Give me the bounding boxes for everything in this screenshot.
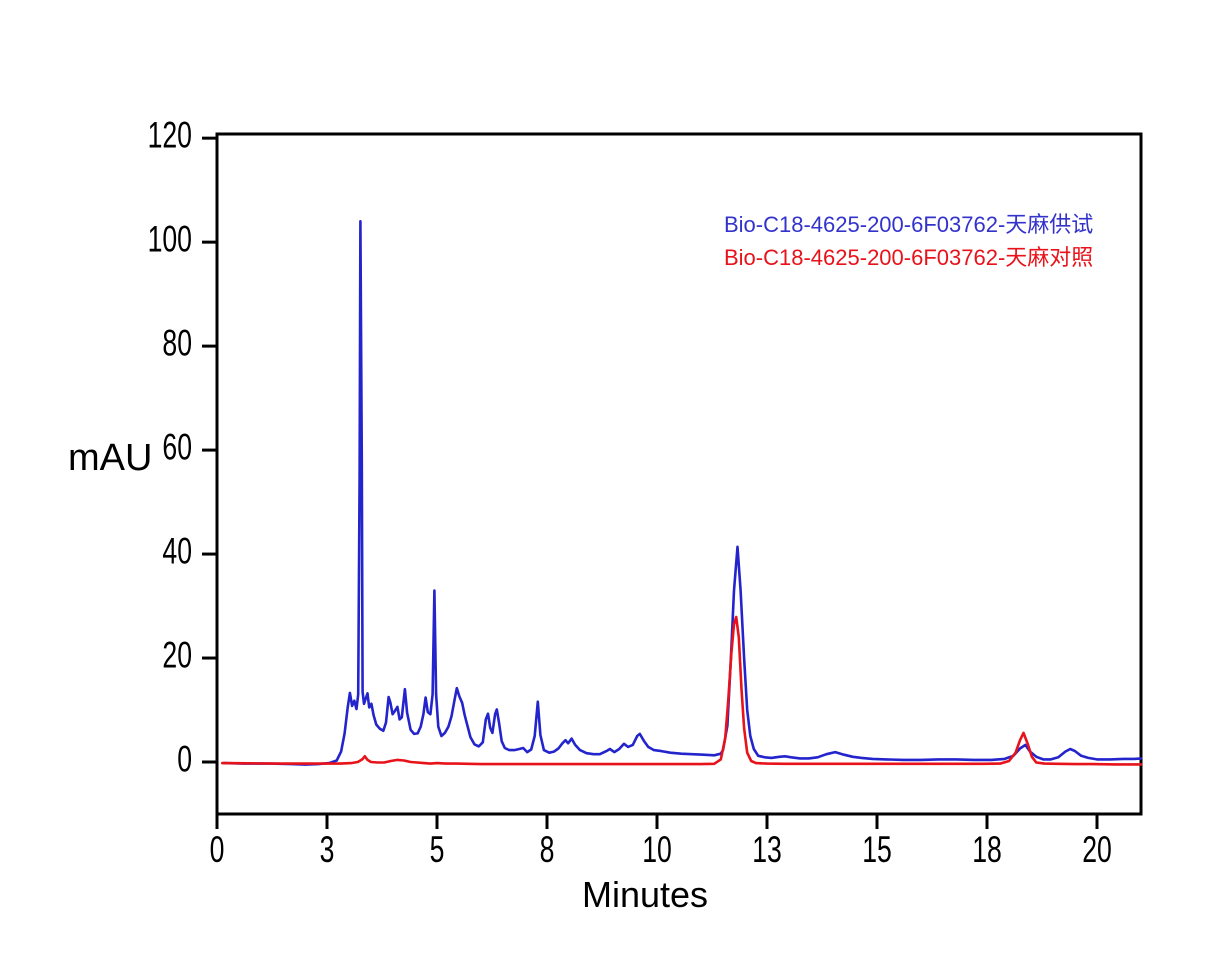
x-tick-label: 5 — [430, 829, 445, 870]
y-tick-label: 60 — [162, 426, 192, 467]
x-axis-title: Minutes — [581, 874, 709, 915]
x-tick-label: 8 — [540, 829, 555, 870]
legend-item-reference-sample: Bio-C18-4625-200-6F03762-天麻对照 — [724, 245, 1094, 270]
x-tick-label: 13 — [752, 829, 782, 870]
legend-item-test-sample: Bio-C18-4625-200-6F03762-天麻供试 — [724, 212, 1094, 237]
axes-layer: 0 3 5 8 10 13 15 18 20 0 20 40 60 80 100 120 — [148, 114, 1143, 870]
y-tick-label: 20 — [162, 634, 192, 675]
trace-layer — [221, 220, 1143, 766]
y-tick-label: 40 — [162, 530, 192, 571]
x-tick-label: 18 — [972, 829, 1002, 870]
plot-frame — [215, 132, 1143, 816]
trace-reference-sample — [221, 615, 1143, 766]
y-tick-label: 80 — [162, 322, 192, 363]
x-tick-label: 0 — [210, 829, 225, 870]
y-tick-label: 120 — [148, 114, 192, 155]
y-tick-label: 0 — [177, 738, 192, 779]
x-tick-label: 15 — [862, 829, 892, 870]
y-axis-title: mAU — [68, 437, 153, 479]
x-tick-label: 20 — [1082, 829, 1112, 870]
trace-test-sample — [222, 220, 1143, 766]
x-tick-label: 3 — [320, 829, 335, 870]
x-tick-label: 10 — [642, 829, 672, 870]
legend: Bio-C18-4625-200-6F03762-天麻供试 Bio-C18-46… — [724, 214, 1093, 269]
y-tick-label: 100 — [148, 218, 192, 259]
